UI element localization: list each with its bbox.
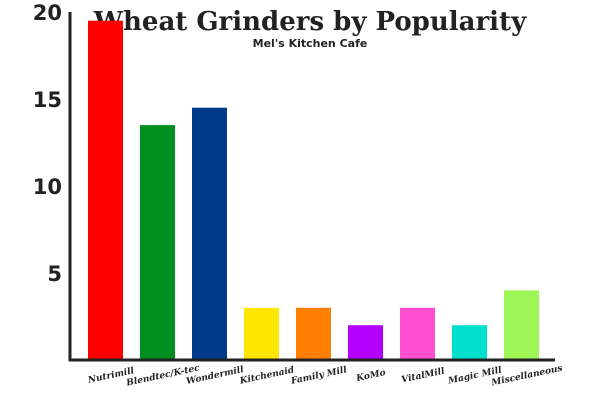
bar-blendtec-k-tec	[140, 125, 175, 360]
bar-komo	[348, 325, 383, 360]
bar-vitalmill	[400, 307, 435, 360]
y-tick-label: 15	[33, 88, 62, 112]
bar-magic-mill	[452, 325, 487, 360]
bar-family-mill	[296, 307, 331, 360]
bar-wondermill	[192, 107, 227, 360]
bar-nutrimill	[88, 20, 123, 360]
y-tick-label: 20	[33, 1, 62, 25]
y-tick-label: 5	[47, 262, 62, 286]
x-tick-label: KoMo	[355, 368, 387, 384]
chart-title: Wheat Grinders by Popularity	[93, 7, 527, 37]
x-tick-label: Kitchenaid	[238, 365, 296, 387]
bar-kitchenaid	[244, 307, 279, 360]
x-tick-label: VitalMill	[401, 366, 447, 385]
y-tick-label: 10	[33, 175, 62, 199]
bar-miscellaneous	[504, 290, 539, 360]
chart-subtitle: Mel's Kitchen Cafe	[253, 37, 368, 50]
x-tick-label: Family Mill	[289, 365, 348, 387]
